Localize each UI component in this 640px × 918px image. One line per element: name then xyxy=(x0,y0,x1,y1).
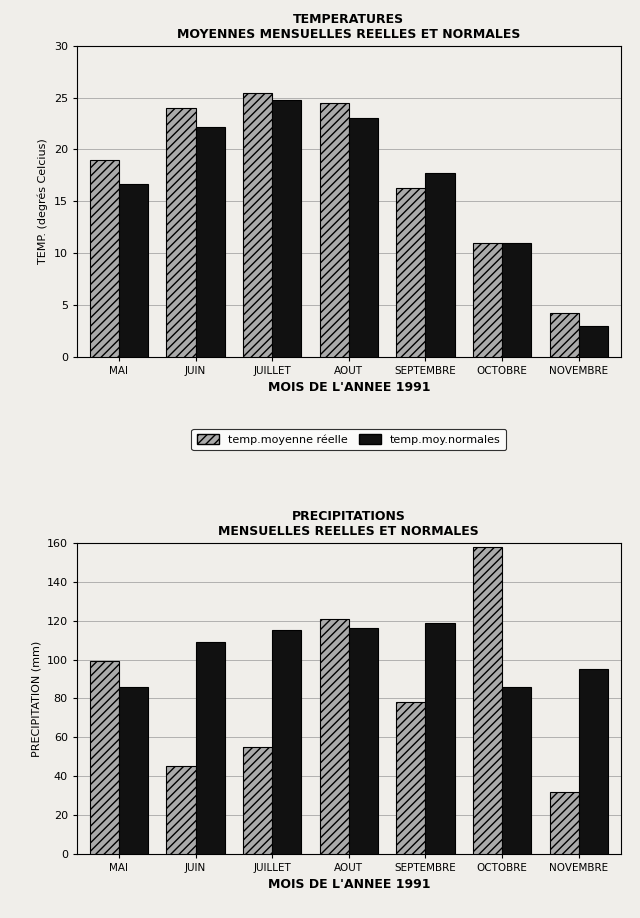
Bar xyxy=(473,242,502,356)
Y-axis label: TEMP. (degrés Celcius): TEMP. (degrés Celcius) xyxy=(38,139,48,264)
Bar xyxy=(243,93,272,356)
Y-axis label: PRECIPITATION (mm): PRECIPITATION (mm) xyxy=(31,640,41,756)
Bar xyxy=(196,127,225,356)
Bar xyxy=(196,642,225,854)
Bar xyxy=(426,622,454,854)
Bar xyxy=(243,747,272,854)
Bar xyxy=(550,791,579,854)
Bar xyxy=(119,184,148,356)
Bar xyxy=(579,669,608,854)
Bar xyxy=(90,662,119,854)
Bar xyxy=(166,108,196,356)
Title: PRECIPITATIONS
MENSUELLES REELLES ET NORMALES: PRECIPITATIONS MENSUELLES REELLES ET NOR… xyxy=(218,509,479,538)
Bar xyxy=(320,103,349,356)
Legend: temp.moyenne réelle, temp.moy.normales: temp.moyenne réelle, temp.moy.normales xyxy=(191,429,506,451)
Bar xyxy=(272,100,301,356)
Bar xyxy=(473,547,502,854)
Bar xyxy=(119,687,148,854)
Bar xyxy=(396,188,426,356)
Bar xyxy=(166,767,196,854)
Bar xyxy=(502,687,531,854)
Title: TEMPERATURES
MOYENNES MENSUELLES REELLES ET NORMALES: TEMPERATURES MOYENNES MENSUELLES REELLES… xyxy=(177,13,520,40)
Bar xyxy=(90,160,119,356)
Bar xyxy=(349,629,378,854)
Bar xyxy=(396,702,426,854)
Bar xyxy=(550,313,579,356)
Bar xyxy=(349,118,378,356)
Bar xyxy=(426,174,454,356)
Bar xyxy=(579,326,608,356)
Bar xyxy=(272,631,301,854)
Bar xyxy=(502,242,531,356)
X-axis label: MOIS DE L'ANNEE 1991: MOIS DE L'ANNEE 1991 xyxy=(268,879,430,891)
Bar xyxy=(320,619,349,854)
X-axis label: MOIS DE L'ANNEE 1991: MOIS DE L'ANNEE 1991 xyxy=(268,381,430,394)
